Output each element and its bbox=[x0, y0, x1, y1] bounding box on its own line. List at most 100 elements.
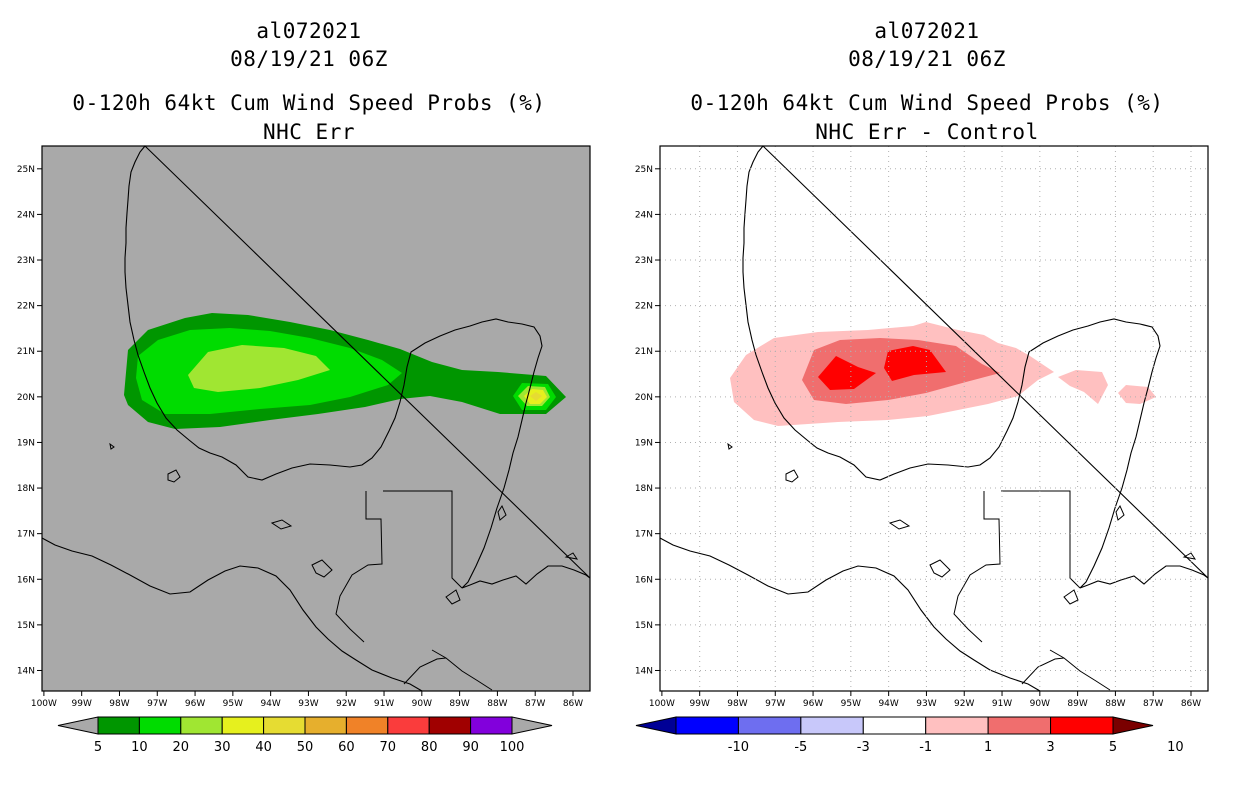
lon-label: 88W bbox=[487, 699, 507, 709]
lat-label: 16N bbox=[635, 575, 653, 585]
product-subtitle: NHC Err - Control bbox=[815, 120, 1039, 144]
lon-label: 93W bbox=[916, 699, 936, 709]
colorbar-low-arrow bbox=[57, 716, 99, 735]
colorbar-box bbox=[97, 716, 140, 735]
colorbar-label: -3 bbox=[857, 740, 870, 755]
island bbox=[445, 589, 461, 605]
lat-label: 23N bbox=[635, 256, 653, 266]
border-belize bbox=[1001, 490, 1081, 589]
colorbar-box bbox=[987, 716, 1052, 735]
colorbar: -10 -5 -3 -1 1 3 5 10 bbox=[635, 716, 1184, 755]
island bbox=[167, 469, 181, 483]
colorbar-label: 60 bbox=[338, 740, 355, 755]
difference-map: 100W 99W 98W 97W 96W 95W 94W 93W 92W 91W 90W 89W 88W… bbox=[635, 145, 1209, 755]
colorbar-label: 50 bbox=[297, 740, 314, 755]
forecast-time: 08/19/21 06Z bbox=[230, 47, 388, 71]
colorbar-label: 3 bbox=[1046, 740, 1054, 755]
map-frame bbox=[41, 145, 591, 692]
probability-map: 100W 99W 98W 97W 96W 95W 94W 93W 92W 91W 90W 89W 88W… bbox=[17, 145, 591, 755]
colorbar-label: 1 bbox=[984, 740, 992, 755]
colorbar-label: 90 bbox=[462, 740, 479, 755]
coastline-gulf bbox=[124, 145, 591, 589]
colorbar-label: -10 bbox=[728, 740, 749, 755]
lon-label: 89W bbox=[1067, 699, 1087, 709]
island bbox=[929, 559, 951, 578]
lon-label: 86W bbox=[563, 699, 583, 709]
border-belize bbox=[383, 490, 463, 589]
lat-label: 18N bbox=[17, 484, 35, 494]
lon-label: 100W bbox=[649, 699, 675, 709]
colorbar-low-arrow bbox=[635, 716, 677, 735]
colorbar-box bbox=[470, 716, 513, 735]
colorbar-box bbox=[180, 716, 223, 735]
lat-label: 20N bbox=[635, 393, 653, 403]
probability-contours bbox=[124, 313, 566, 429]
diff-contour-1-east bbox=[1118, 385, 1156, 404]
lon-label: 88W bbox=[1105, 699, 1125, 709]
island bbox=[270, 519, 293, 530]
storm-id: al072021 bbox=[256, 19, 362, 43]
colorbar-label: 80 bbox=[421, 740, 438, 755]
colorbar-box bbox=[800, 716, 864, 735]
lat-label: 22N bbox=[635, 302, 653, 312]
lon-label: 93W bbox=[298, 699, 318, 709]
product-subtitle: NHC Err bbox=[262, 120, 355, 144]
lon-label: 87W bbox=[525, 699, 545, 709]
lat-label: 21N bbox=[635, 347, 653, 357]
lon-label: 94W bbox=[260, 699, 280, 709]
lon-label: 92W bbox=[336, 699, 356, 709]
colorbar-label: 5 bbox=[1109, 740, 1117, 755]
island bbox=[727, 442, 733, 450]
lon-label: 90W bbox=[1030, 699, 1050, 709]
axes: 100W 99W 98W 97W 96W 95W 94W 93W 92W 91W 90W 89W 88W… bbox=[635, 145, 1209, 709]
lat-label: 17N bbox=[635, 530, 653, 540]
island bbox=[564, 552, 579, 560]
colorbar-box bbox=[1050, 716, 1114, 735]
border-mexico-guatemala bbox=[953, 491, 1001, 643]
border-mexico-guatemala bbox=[335, 491, 383, 643]
lon-label: 99W bbox=[72, 699, 92, 709]
lon-label: 100W bbox=[31, 699, 57, 709]
lat-label: 21N bbox=[17, 347, 35, 357]
left-map-panel: al072021 08/19/21 06Z 0-120h 64kt Cum Wi… bbox=[17, 19, 591, 755]
lat-label: 14N bbox=[17, 666, 35, 676]
axes: 100W 99W 98W 97W 96W 95W 94W 93W 92W 91W 90W 89W 88W… bbox=[17, 145, 591, 709]
lat-label: 15N bbox=[635, 621, 653, 631]
lon-label: 95W bbox=[841, 699, 861, 709]
colorbar-label: 5 bbox=[94, 740, 102, 755]
island bbox=[497, 504, 507, 521]
forecast-time: 08/19/21 06Z bbox=[848, 47, 1006, 71]
lat-label: 20N bbox=[17, 393, 35, 403]
lat-label: 23N bbox=[17, 256, 35, 266]
lon-label: 86W bbox=[1181, 699, 1201, 709]
contour-20pct bbox=[188, 345, 330, 392]
coastline-gulf bbox=[742, 145, 1209, 589]
map-background bbox=[660, 146, 1208, 691]
coastline-pacific bbox=[659, 537, 1041, 692]
colorbar-box bbox=[925, 716, 989, 735]
colorbar-box bbox=[737, 716, 802, 735]
difference-contours bbox=[730, 322, 1156, 426]
lon-label: 91W bbox=[374, 699, 394, 709]
colorbar-box bbox=[221, 716, 265, 735]
island bbox=[1063, 589, 1079, 605]
colorbar-label: 40 bbox=[255, 740, 272, 755]
lat-label: 14N bbox=[635, 666, 653, 676]
colorbar-box bbox=[138, 716, 182, 735]
border-el-salvador bbox=[1021, 657, 1065, 685]
border-honduras bbox=[1049, 649, 1111, 691]
lon-label: 89W bbox=[449, 699, 469, 709]
lon-label: 96W bbox=[803, 699, 823, 709]
colorbar-label: -1 bbox=[919, 740, 932, 755]
lat-label: 15N bbox=[17, 621, 35, 631]
lon-label: 97W bbox=[765, 699, 785, 709]
right-map-panel: al072021 08/19/21 06Z 0-120h 64kt Cum Wi… bbox=[618, 0, 1236, 800]
land-outlines bbox=[41, 145, 591, 692]
diff-contour-5a bbox=[818, 356, 876, 390]
border-honduras bbox=[431, 649, 493, 691]
border-el-salvador bbox=[403, 657, 447, 685]
colorbar-box bbox=[304, 716, 347, 735]
colorbar-high-arrow bbox=[1112, 716, 1154, 735]
colorbar-label: 70 bbox=[380, 740, 397, 755]
lat-label: 18N bbox=[635, 484, 653, 494]
